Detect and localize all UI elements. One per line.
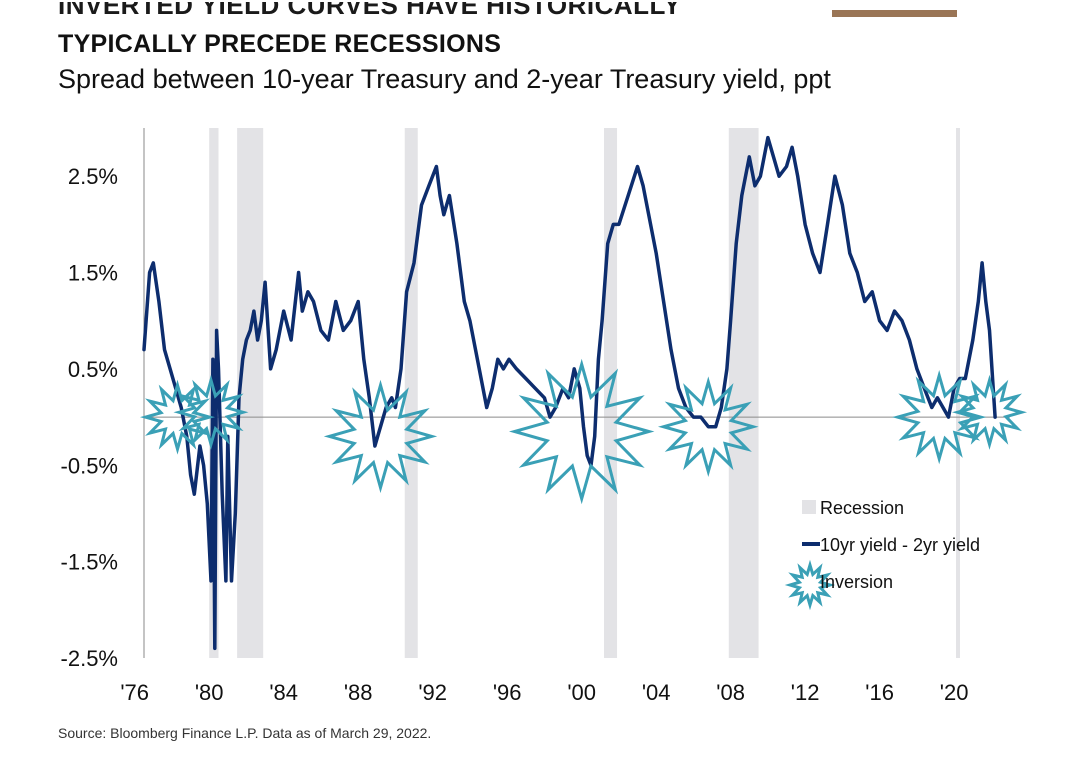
recession-band-2 (237, 128, 264, 658)
x-tick-label: '80 (195, 680, 224, 705)
x-tick-label: '84 (269, 680, 298, 705)
source-note: Source: Bloomberg Finance L.P. Data as o… (58, 725, 432, 741)
legend-label: 10yr yield - 2yr yield (820, 535, 980, 555)
inversion-marker-3 (323, 379, 438, 494)
y-tick-label: -1.5% (61, 550, 118, 575)
series-lines (142, 135, 997, 651)
brand-accent-bar (832, 10, 957, 17)
x-tick-labels: '76 '80 '84 '88 '92 '96 '00 '04 '08 '12 '16 '20 (120, 680, 968, 705)
x-tick-label: '76 (120, 680, 149, 705)
inversion-marker-1 (139, 379, 216, 455)
y-tick-label: 2.5% (68, 164, 118, 189)
recession-band-5 (728, 128, 759, 658)
y-tick-label: -0.5% (61, 453, 118, 478)
series-line-spread (142, 135, 997, 651)
x-tick-label: '00 (567, 680, 596, 705)
y-tick-labels: 2.5% 1.5% 0.5% -0.5% -1.5% -2.5% (61, 164, 118, 671)
cut-off-title-line: INVERTED YIELD CURVES HAVE HISTORICALLY (58, 2, 828, 18)
legend-label: Recession (820, 498, 904, 518)
legend-recession-swatch (802, 500, 816, 514)
chart-title: TYPICALLY PRECEDE RECESSIONS (58, 30, 502, 58)
x-tick-label: '08 (716, 680, 745, 705)
legend: Recession 10yr yield - 2yr yield Inversion (784, 498, 980, 611)
inversion-marker-2 (173, 374, 249, 450)
x-tick-label: '20 (940, 680, 969, 705)
x-tick-label: '12 (791, 680, 820, 705)
inversion-marker-5 (657, 376, 759, 477)
x-tick-label: '04 (642, 680, 671, 705)
x-tick-label: '88 (344, 680, 373, 705)
y-tick-label: 1.5% (68, 261, 118, 286)
yield-spread-chart: 2.5% 1.5% 0.5% -0.5% -1.5% -2.5% '76 '80 '84 '88… (61, 128, 1028, 705)
inversion-marker-4 (508, 358, 655, 505)
y-tick-label: -2.5% (61, 646, 118, 671)
y-tick-label: 0.5% (68, 357, 118, 382)
legend-star-swatch (784, 559, 836, 611)
legend-label: Inversion (820, 572, 893, 592)
chart-subtitle: Spread between 10-year Treasury and 2-ye… (58, 64, 831, 94)
x-tick-label: '16 (865, 680, 894, 705)
inversion-markers (139, 358, 1028, 505)
x-tick-label: '96 (493, 680, 522, 705)
x-tick-label: '92 (418, 680, 447, 705)
cut-off-title-text: INVERTED YIELD CURVES HAVE HISTORICALLY (58, 2, 682, 18)
inversion-marker-7 (951, 374, 1028, 450)
